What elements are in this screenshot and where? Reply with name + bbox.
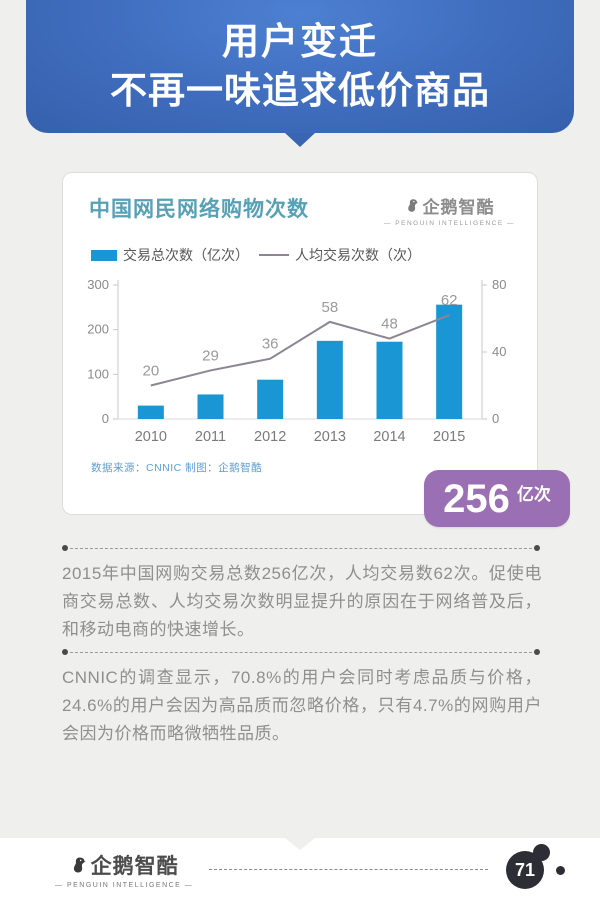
chart-source-note: 数据来源：CNNIC 制图：企鹅智酷	[91, 462, 263, 474]
marker-bubble	[533, 844, 550, 861]
footer-dotted-line	[209, 868, 488, 870]
brand-subtitle: — PENGUIN INTELLIGENCE —	[384, 220, 515, 227]
page-title-line1: 用户变迁	[222, 21, 378, 63]
badge-unit: 亿次	[516, 485, 551, 504]
line-swatch	[259, 254, 289, 256]
bar-swatch	[91, 249, 117, 261]
page-header: 用户变迁 不再一味追求低价商品	[26, 0, 574, 133]
svg-text:58: 58	[321, 299, 338, 316]
legend-item-bar: 交易总次数（亿次）	[91, 245, 249, 265]
chart-card: 中国网民网络购物次数 企鹅智酷 — PENGUIN INTELLIGENCE —…	[62, 172, 538, 515]
svg-text:2013: 2013	[314, 429, 346, 445]
page-title-line2: 不再一味追求低价商品	[110, 69, 490, 111]
legend-bar-label: 交易总次数（亿次）	[123, 247, 249, 263]
svg-text:2014: 2014	[373, 429, 405, 445]
svg-text:36: 36	[262, 336, 279, 353]
footer-brand-logo: 企鹅智酷 — PENGUIN INTELLIGENCE —	[55, 850, 193, 889]
svg-text:300: 300	[87, 277, 109, 292]
svg-text:20: 20	[142, 363, 159, 380]
svg-text:2012: 2012	[254, 429, 286, 445]
dotted-divider	[62, 545, 540, 551]
header-pointer-triangle	[285, 133, 315, 147]
page-number-marker: 71	[506, 844, 572, 894]
brand-logo: 企鹅智酷 — PENGUIN INTELLIGENCE —	[384, 193, 515, 227]
paragraph-summary: 2015年中国网购交易总数256亿次，人均交易数62次。促使电商交易总数、人均交…	[62, 564, 542, 640]
svg-text:2011: 2011	[195, 429, 226, 445]
footer-pointer-triangle	[285, 838, 315, 850]
svg-text:29: 29	[202, 347, 219, 364]
chart-canvas: 0 100 200 300 0 40 80 2010 2011 2012 2013 2014 2015 2…	[87, 277, 506, 445]
svg-text:40: 40	[492, 344, 506, 359]
chart-card-header: 中国网民网络购物次数 企鹅智酷 — PENGUIN INTELLIGENCE —	[63, 193, 537, 227]
footer-brand-name: 企鹅智酷	[90, 854, 179, 878]
legend-item-line: 人均交易次数（次）	[259, 245, 421, 265]
paragraph-survey: CNNIC的调查显示，70.8%的用户会同时考虑品质与价格，24.6%的用户会因…	[62, 668, 542, 744]
svg-text:200: 200	[87, 322, 109, 337]
chart-legend: 交易总次数（亿次） 人均交易次数（次）	[63, 227, 537, 269]
page-footer: 企鹅智酷 — PENGUIN INTELLIGENCE — 71	[0, 838, 600, 900]
svg-text:2010: 2010	[135, 429, 167, 445]
brand-name: 企鹅智酷	[422, 198, 495, 217]
svg-text:48: 48	[381, 316, 398, 333]
penguin-icon	[407, 199, 418, 212]
badge-value: 256	[443, 476, 510, 521]
highlight-badge: 256 亿次	[424, 470, 570, 527]
svg-text:62: 62	[441, 292, 458, 309]
penguin-icon	[73, 857, 86, 872]
chart-area: 0 100 200 300 0 40 80 2010 2011 2012 2013 2014 2015 2…	[63, 269, 537, 454]
footer-brand-subtitle: — PENGUIN INTELLIGENCE —	[55, 881, 194, 889]
svg-text:2015: 2015	[433, 429, 465, 445]
dotted-divider	[62, 649, 540, 655]
svg-text:0: 0	[102, 411, 109, 426]
chart-title: 中国网民网络购物次数	[89, 198, 309, 221]
svg-text:0: 0	[492, 411, 499, 426]
svg-text:80: 80	[492, 277, 506, 292]
marker-dot	[556, 866, 565, 875]
legend-line-label: 人均交易次数（次）	[295, 247, 421, 263]
svg-text:100: 100	[87, 366, 109, 381]
